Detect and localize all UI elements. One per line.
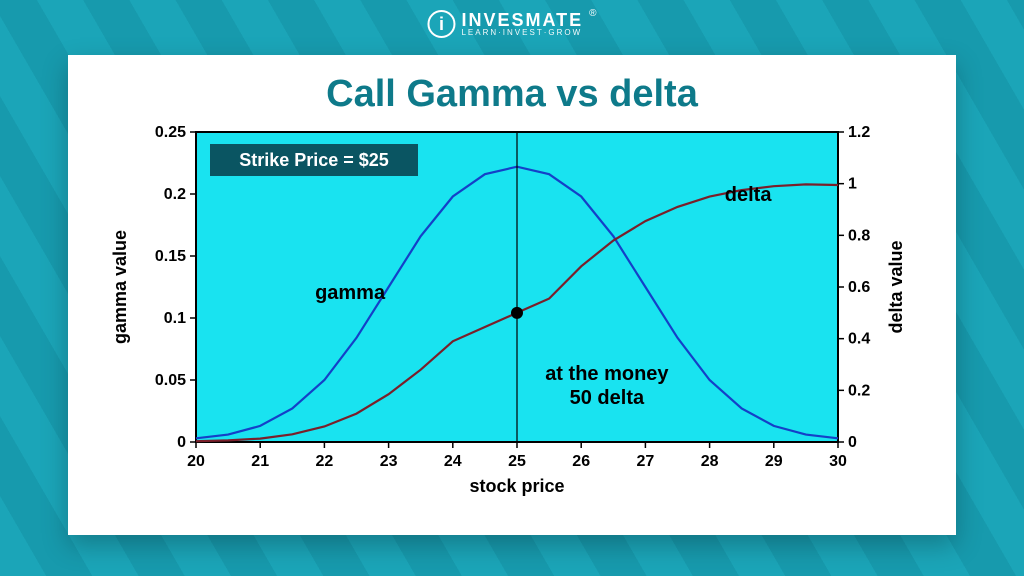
atm-label-2: 50 delta (570, 387, 645, 409)
x-tick-label: 29 (765, 453, 783, 470)
x-tick-label: 26 (572, 453, 590, 470)
brand-name: INVESMATE (461, 11, 583, 29)
yl-tick-label: 0.2 (164, 186, 186, 203)
chart-title: Call Gamma vs delta (108, 73, 916, 116)
x-tick-label: 24 (444, 453, 462, 470)
yr-tick-label: 1.2 (848, 124, 870, 141)
yl-axis-label: gamma value (110, 230, 130, 344)
registered-mark: ® (589, 8, 596, 19)
x-tick-label: 22 (316, 453, 334, 470)
yr-axis-label: delta value (886, 240, 906, 333)
brand-tagline: LEARN·INVEST·GROW (461, 29, 583, 37)
x-tick-label: 28 (701, 453, 719, 470)
atm-label-1: at the money (545, 363, 669, 385)
brand-mark-icon: i (427, 10, 455, 38)
chart-svg: 202122232425262728293000.050.10.150.20.2… (108, 122, 916, 502)
x-tick-label: 20 (187, 453, 205, 470)
x-tick-label: 23 (380, 453, 398, 470)
strike-badge-text: Strike Price = $25 (239, 150, 389, 170)
yr-tick-label: 0.8 (848, 227, 870, 244)
yr-tick-label: 0.6 (848, 279, 870, 296)
yr-tick-label: 1 (848, 176, 857, 193)
x-tick-label: 30 (829, 453, 847, 470)
yl-tick-label: 0.05 (155, 372, 186, 389)
x-tick-label: 21 (251, 453, 269, 470)
yl-tick-label: 0.25 (155, 124, 186, 141)
yr-tick-label: 0.4 (848, 331, 870, 348)
atm-marker (511, 307, 523, 319)
yl-tick-label: 0 (177, 434, 186, 451)
yr-tick-label: 0.2 (848, 382, 870, 399)
yr-tick-label: 0 (848, 434, 857, 451)
x-axis-label: stock price (469, 476, 564, 496)
brand-logo: i INVESMATE LEARN·INVEST·GROW ® (427, 10, 596, 38)
x-tick-label: 27 (637, 453, 655, 470)
delta-label: delta (725, 184, 773, 206)
x-tick-label: 25 (508, 453, 526, 470)
yl-tick-label: 0.1 (164, 310, 186, 327)
page-background: i INVESMATE LEARN·INVEST·GROW ® Call Gam… (0, 0, 1024, 576)
chart-area: 202122232425262728293000.050.10.150.20.2… (108, 122, 916, 502)
chart-card: Call Gamma vs delta 20 21 22 23 24 25 26 27 28 29… (68, 55, 956, 535)
yl-tick-label: 0.15 (155, 248, 186, 265)
gamma-label: gamma (315, 282, 386, 304)
